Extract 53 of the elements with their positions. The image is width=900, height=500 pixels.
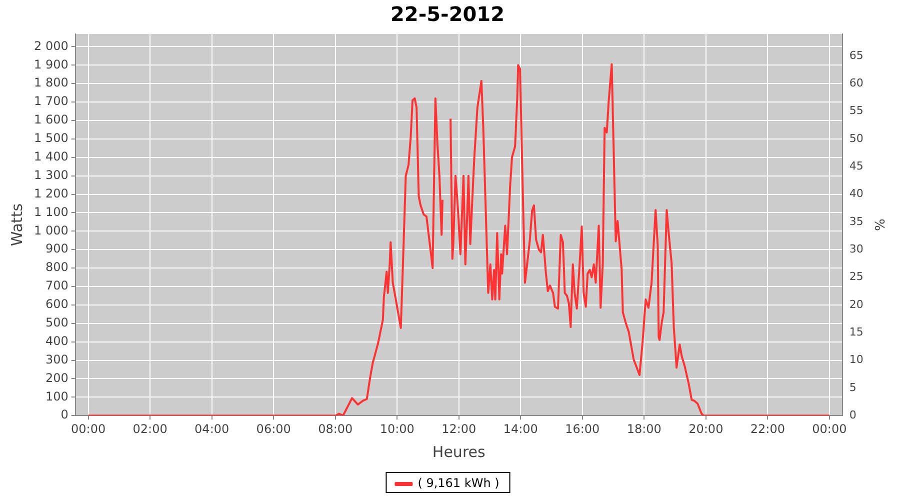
legend-label: ( 9,161 kWh ) xyxy=(418,476,500,490)
x-tick-label: 04:00 xyxy=(194,422,230,436)
y-tick-label: 1 400 xyxy=(34,150,68,164)
x-axis-title: Heures xyxy=(432,442,486,461)
x-tick-label: 00:00 xyxy=(812,422,847,436)
x-tick-label: 08:00 xyxy=(318,422,353,436)
y2-tick-label: 65 xyxy=(849,48,864,62)
x-tick-label: 18:00 xyxy=(626,422,662,436)
x-tick-label: 10:00 xyxy=(380,422,414,436)
y-tick-label: 1 700 xyxy=(34,94,68,108)
y2-tick-label: 30 xyxy=(849,242,864,256)
y-tick-label: 1 200 xyxy=(34,186,68,200)
y-tick-label: 700 xyxy=(45,278,68,293)
x-tick-label: 22:00 xyxy=(750,422,785,436)
y-tick-label: 100 xyxy=(45,389,68,404)
x-tick-label: 20:00 xyxy=(688,422,724,436)
y-tick-label: 1 900 xyxy=(34,57,68,72)
x-tick-label: 12:00 xyxy=(442,422,476,436)
y-tick-label: 1 100 xyxy=(34,204,68,219)
y-tick-label: 400 xyxy=(45,334,68,348)
y2-tick-label: 50 xyxy=(849,132,864,145)
y-tick-label: 800 xyxy=(45,260,68,274)
y2-tick-label: 25 xyxy=(849,270,864,284)
y2-axis-title: % xyxy=(870,218,886,231)
x-tick-label: 16:00 xyxy=(565,422,600,436)
y2-tick-label: 5 xyxy=(849,380,856,394)
y-tick-label: 2 000 xyxy=(34,38,68,53)
x-tick-label: 02:00 xyxy=(132,422,168,436)
y-tick-label: 1 000 xyxy=(34,223,68,238)
y2-tick-label: 35 xyxy=(849,214,864,228)
y2-tick-label: 45 xyxy=(849,159,864,172)
y-tick-label: 200 xyxy=(45,370,68,385)
y-tick-label: 1 800 xyxy=(34,76,68,90)
y-tick-label: 900 xyxy=(45,242,68,256)
y-tick-label: 1 600 xyxy=(34,112,68,127)
y-tick-label: 500 xyxy=(45,316,68,330)
y2-tick-label: 15 xyxy=(849,325,864,338)
y2-tick-label: 20 xyxy=(849,298,864,311)
y-tick-label: 1 300 xyxy=(34,168,68,182)
y2-tick-label: 0 xyxy=(849,408,856,422)
x-tick-label: 14:00 xyxy=(503,422,538,436)
y-tick-label: 0 xyxy=(60,408,68,422)
x-tick-label: 00:00 xyxy=(71,422,106,436)
chart-title: 22-5-2012 xyxy=(390,2,505,26)
y-axis-title: Watts xyxy=(8,203,26,246)
y2-tick-label: 55 xyxy=(849,104,864,118)
y-tick-label: 1 500 xyxy=(34,131,68,146)
x-tick-label: 06:00 xyxy=(256,422,291,436)
y2-tick-label: 60 xyxy=(849,76,864,90)
y-tick-label: 300 xyxy=(45,352,68,366)
y2-tick-label: 40 xyxy=(849,187,864,200)
y-tick-label: 600 xyxy=(45,297,68,312)
y2-tick-label: 10 xyxy=(849,353,864,366)
